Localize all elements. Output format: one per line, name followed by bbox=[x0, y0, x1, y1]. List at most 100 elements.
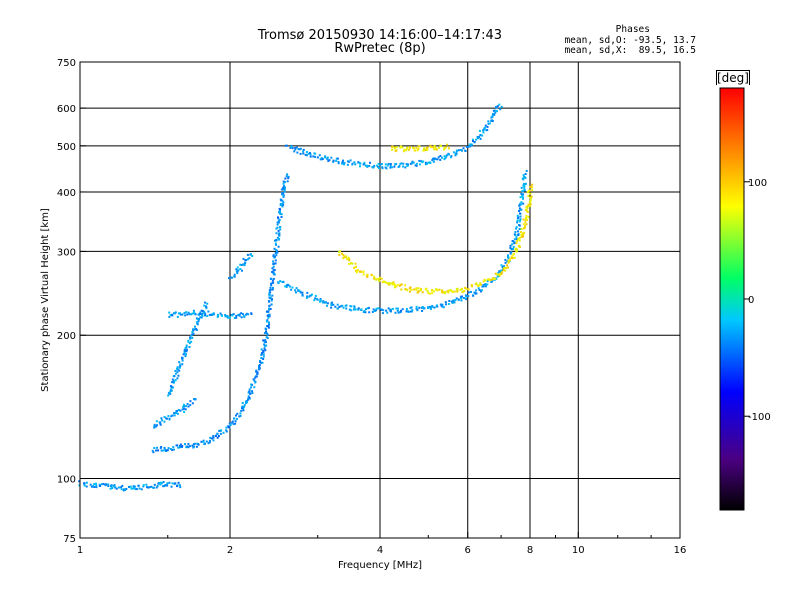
trace-2-point bbox=[173, 414, 176, 417]
trace-0-point bbox=[104, 483, 107, 486]
trace-6-point bbox=[478, 289, 481, 291]
trace-1-point bbox=[263, 343, 266, 346]
stats-title: Phases bbox=[615, 24, 650, 35]
trace-8-point bbox=[518, 244, 521, 247]
trace-1-point bbox=[251, 392, 254, 395]
trace-2-point bbox=[182, 407, 185, 410]
trace-7-point bbox=[415, 164, 418, 167]
trace-7-point bbox=[452, 151, 455, 154]
trace-6-point bbox=[368, 311, 371, 314]
trace-6-point bbox=[464, 294, 467, 297]
trace-6-point bbox=[386, 311, 389, 314]
trace-6-point bbox=[522, 182, 525, 185]
trace-1-point bbox=[262, 351, 265, 353]
trace-7-point bbox=[490, 119, 493, 122]
trace-1-point bbox=[205, 440, 208, 443]
trace-3-point bbox=[176, 377, 179, 380]
trace-6-point bbox=[338, 305, 341, 308]
trace-7-point bbox=[327, 160, 330, 162]
trace-8-point bbox=[348, 263, 351, 265]
trace-1-point bbox=[285, 175, 288, 178]
trace-7-point bbox=[314, 155, 317, 158]
trace-6-point bbox=[415, 305, 418, 308]
trace-0-point bbox=[113, 486, 116, 489]
trace-4-point bbox=[250, 313, 253, 315]
stats-x-mode: mean, sd,X: 89.5, 16.5 bbox=[564, 45, 696, 56]
trace-8-point bbox=[440, 291, 443, 294]
trace-1-point bbox=[239, 412, 242, 415]
trace-6-point bbox=[516, 214, 519, 217]
trace-3-point bbox=[192, 329, 195, 332]
trace-8-point bbox=[522, 218, 525, 221]
trace-1-point bbox=[172, 448, 175, 451]
trace-8-point bbox=[525, 218, 528, 221]
trace-6-point bbox=[520, 203, 523, 206]
trace-7-point bbox=[481, 134, 484, 137]
trace-8-point bbox=[525, 206, 528, 209]
trace-6-point bbox=[353, 306, 356, 309]
trace-6-point bbox=[518, 219, 521, 222]
trace-1-point bbox=[215, 434, 218, 437]
trace-2-point bbox=[179, 409, 182, 412]
trace-8-point bbox=[525, 216, 527, 219]
trace-8-point bbox=[522, 227, 525, 230]
trace-6-point bbox=[357, 307, 360, 310]
trace-6-point bbox=[459, 295, 462, 298]
trace-7-point bbox=[378, 167, 380, 169]
trace-7-point bbox=[478, 136, 481, 139]
trace-1-point bbox=[272, 265, 275, 268]
trace-6-point bbox=[367, 306, 370, 309]
trace-8-point bbox=[529, 205, 532, 208]
trace-0-point bbox=[89, 483, 92, 486]
trace-8-point bbox=[391, 283, 394, 286]
trace-1-point bbox=[242, 407, 245, 410]
colorbar bbox=[719, 87, 745, 511]
trace-6-point bbox=[364, 308, 367, 311]
trace-4-point bbox=[208, 313, 211, 316]
trace-0-point bbox=[120, 488, 123, 491]
trace-7-point bbox=[461, 149, 463, 152]
trace-9-point bbox=[429, 144, 432, 147]
trace-5-point bbox=[246, 253, 249, 256]
trace-9-point bbox=[395, 146, 398, 149]
trace-0-point bbox=[120, 486, 123, 489]
trace-6-point bbox=[345, 304, 348, 307]
trace-6-point bbox=[518, 207, 521, 210]
trace-8-point bbox=[525, 208, 528, 211]
trace-7-point bbox=[316, 156, 319, 159]
trace-0-point bbox=[125, 488, 128, 490]
trace-6-point bbox=[524, 173, 527, 175]
trace-9-point bbox=[416, 149, 419, 152]
trace-8-point bbox=[516, 248, 519, 251]
trace-6-point bbox=[319, 299, 322, 302]
trace-6-point bbox=[418, 306, 421, 309]
trace-8-point bbox=[455, 288, 458, 291]
trace-2-point bbox=[185, 405, 188, 408]
trace-9-point bbox=[425, 147, 428, 150]
trace-7-point bbox=[468, 145, 471, 148]
trace-9-point bbox=[447, 147, 450, 150]
trace-1-point bbox=[256, 372, 259, 375]
trace-7-point bbox=[473, 141, 476, 143]
trace-6-point bbox=[363, 310, 366, 312]
trace-8-point bbox=[510, 256, 513, 259]
trace-7-point bbox=[443, 158, 446, 161]
trace-0-point bbox=[166, 484, 169, 487]
trace-0-point bbox=[95, 484, 98, 487]
trace-6-point bbox=[373, 309, 376, 312]
trace-2-point bbox=[189, 400, 192, 403]
trace-5-point bbox=[235, 268, 238, 271]
trace-4-point bbox=[221, 314, 223, 317]
trace-0-point bbox=[179, 486, 182, 489]
trace-8-point bbox=[520, 228, 523, 230]
trace-6-point bbox=[507, 254, 509, 257]
trace-7-point bbox=[494, 111, 497, 114]
trace-1-point bbox=[282, 186, 285, 189]
data-points bbox=[78, 103, 534, 492]
trace-8-point bbox=[444, 292, 446, 295]
trace-6-point bbox=[284, 285, 287, 288]
trace-2-point bbox=[154, 425, 157, 428]
trace-7-point bbox=[447, 152, 450, 155]
trace-6-point bbox=[523, 184, 526, 187]
